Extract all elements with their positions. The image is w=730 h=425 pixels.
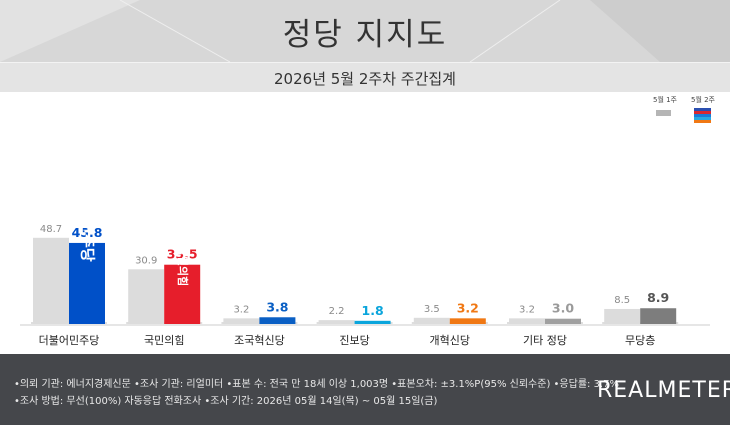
value-label-current-1: 33.5 <box>167 247 198 262</box>
value-label-prev-3: 2.2 <box>329 306 345 317</box>
bar-current-5 <box>545 318 581 324</box>
bar-current-2 <box>259 317 296 324</box>
value-label-prev-4: 3.5 <box>424 304 440 315</box>
bar-prev-4 <box>413 317 450 324</box>
party-logo-0: 민주당 <box>79 220 97 262</box>
header-decoration <box>0 0 730 62</box>
value-label-current-0: 45.8 <box>72 225 103 240</box>
bar-current-1 <box>164 264 201 324</box>
category-label-3: 진보당 <box>339 334 369 347</box>
ppp-emblem-icon <box>175 234 189 254</box>
value-label-current-4: 3.2 <box>457 300 479 315</box>
value-label-prev-2: 3.2 <box>233 304 249 315</box>
bar-prev-5 <box>509 318 545 324</box>
legend-label-prev: 5월 1주 <box>653 95 678 104</box>
header-banner: 정당 지지도 <box>0 0 730 62</box>
subtitle-bar: 2026년 5월 2주차 주간집계 <box>0 62 730 92</box>
legend-swatch-current-stripe <box>694 117 711 120</box>
footer: •의뢰 기관: 에너지경제신문 •조사 기관: 리얼미터 •표본 수: 전국 만… <box>0 354 730 425</box>
page-title: 정당 지지도 <box>282 17 448 53</box>
category-label-6: 무당층 <box>625 334 655 347</box>
bar-current-6 <box>640 308 677 324</box>
party-logo-1: 국민의힘 <box>176 246 190 286</box>
value-label-current-6: 8.9 <box>647 290 669 305</box>
value-label-current-5: 3.0 <box>552 301 574 316</box>
bar-prev-3 <box>318 320 355 324</box>
legend-swatch-current-stripe <box>694 114 711 117</box>
realmeter-logo: REALMETER <box>597 378 730 403</box>
value-label-current-3: 1.8 <box>362 303 384 318</box>
bar-current-0 <box>69 242 105 324</box>
category-label-4: 개혁신당 <box>430 334 470 347</box>
baseline <box>20 324 710 326</box>
legend-swatch-current-stripe <box>694 111 711 114</box>
value-label-current-2: 3.8 <box>266 299 288 314</box>
footer-note-2: •조사 방법: 무선(100%) 자동응답 전화조사 •조사 기간: 2026년… <box>14 396 438 407</box>
category-label-0: 더불어민주당 <box>39 334 100 347</box>
bar-prev-0 <box>33 237 69 324</box>
category-label-1: 국민의힘 <box>144 334 184 347</box>
value-label-prev-5: 3.2 <box>519 304 535 315</box>
chart-subtitle: 2026년 5월 2주차 주간집계 <box>274 70 456 88</box>
bar-prev-2 <box>223 318 260 324</box>
bar-current-4 <box>449 318 486 324</box>
legend-label-current: 5월 2주 <box>691 95 716 104</box>
value-label-prev-6: 8.5 <box>614 295 630 306</box>
footer-note-1: •의뢰 기관: 에너지경제신문 •조사 기관: 리얼미터 •표본 수: 전국 만… <box>14 379 619 390</box>
bar-current-3 <box>354 320 391 324</box>
value-label-prev-0: 48.7 <box>40 224 62 235</box>
category-label-5: 기타 정당 <box>523 334 567 347</box>
bar-prev-6 <box>604 308 641 324</box>
value-label-prev-1: 30.9 <box>135 255 157 266</box>
legend-swatch-prev <box>656 110 671 116</box>
category-label-2: 조국혁신당 <box>234 334 285 347</box>
bar-prev-1 <box>128 269 165 324</box>
legend-swatch-current-stripe <box>694 108 711 111</box>
legend-swatch-current-stripe <box>694 120 711 123</box>
